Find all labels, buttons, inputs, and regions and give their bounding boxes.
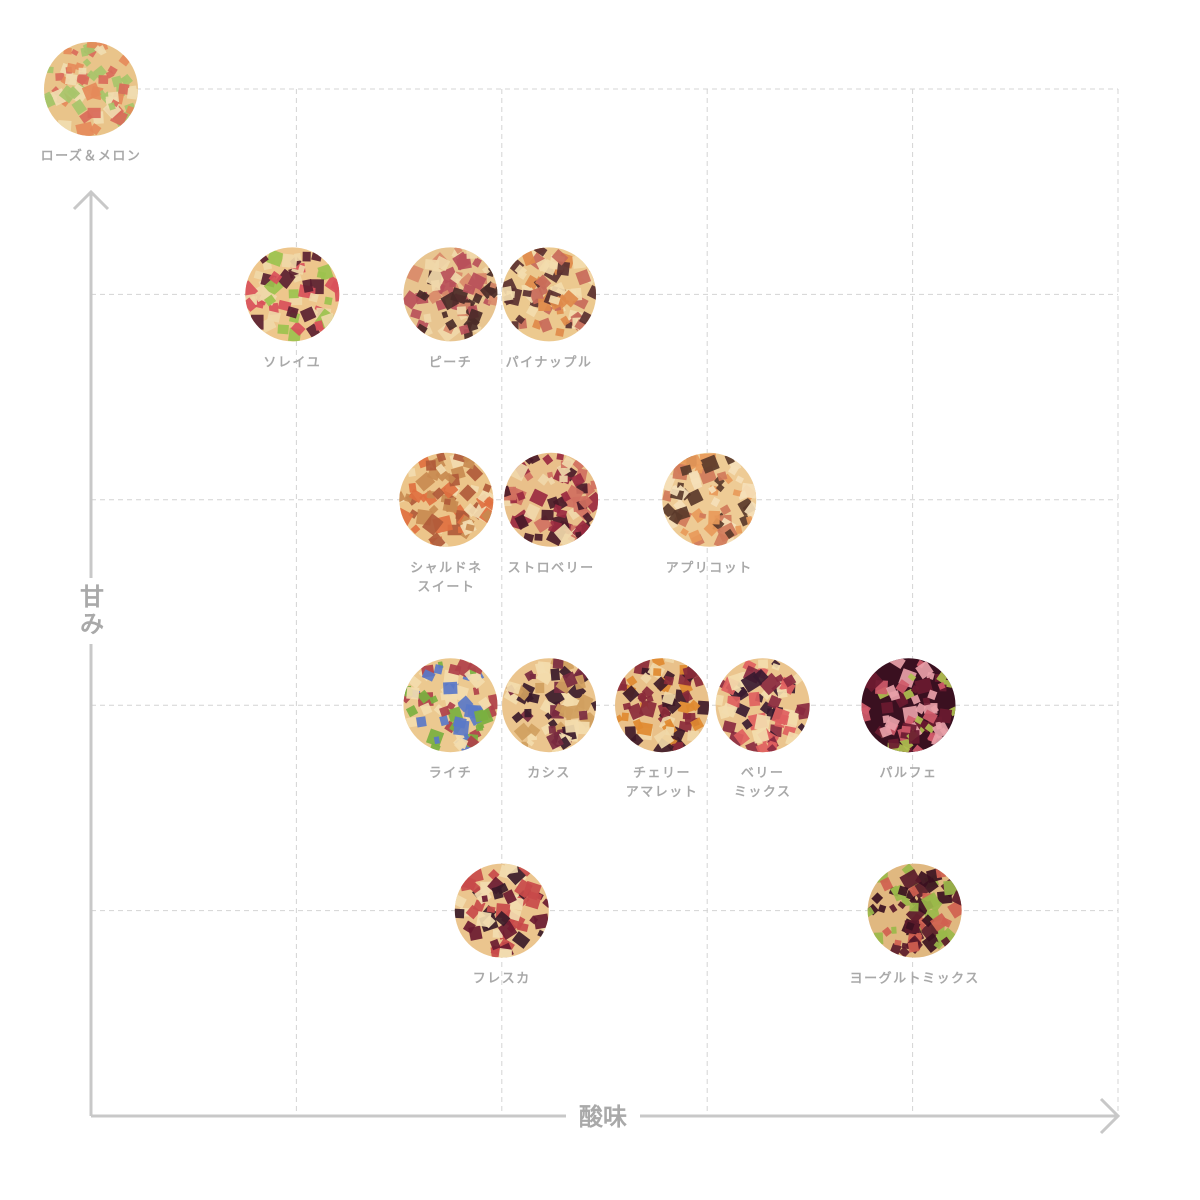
tea-blend-point[interactable]: ソレイユ — [238, 247, 345, 370]
tea-blend-label: シャルドネ — [410, 561, 483, 576]
tea-blend-label: パルフェ — [879, 766, 937, 781]
tea-blend-point[interactable]: ストロベリー — [499, 452, 604, 576]
tea-blend-label: ストロベリー — [508, 561, 595, 576]
tea-blend-label: カシス — [527, 766, 571, 781]
tea-blend-point[interactable]: パルフェ — [852, 653, 958, 781]
tea-blend-point[interactable]: ピーチ — [401, 245, 501, 370]
grid — [91, 88, 1119, 1116]
tea-blend-label: パイナップル — [506, 355, 593, 370]
tea-blend-label: ベリー — [741, 766, 785, 781]
tea-blend-point[interactable]: ヨーグルトミックス — [850, 863, 980, 987]
tea-blend-label: ソレイユ — [263, 355, 321, 370]
tea-blend-label: フレスカ — [473, 972, 531, 987]
tea-blend-label: チェリー — [633, 766, 691, 781]
tea-blend-point[interactable]: カシス — [502, 653, 601, 781]
tea-blend-point[interactable]: ライチ — [398, 658, 505, 781]
tea-blend-label: ローズ＆メロン — [41, 148, 142, 164]
tea-blend-point[interactable]: アプリコット — [658, 452, 763, 576]
tea-blend-label: ピーチ — [429, 355, 473, 370]
x-axis-arrow-icon — [1099, 1097, 1121, 1135]
x-axis-label: 酸味 — [579, 1103, 627, 1131]
tea-blend-label: スイート — [417, 580, 475, 595]
tea-blend-point[interactable]: ローズ＆メロン — [38, 38, 142, 164]
tea-blend-label: ヨーグルトミックス — [850, 971, 980, 987]
tea-blend-label: ミックス — [734, 785, 792, 800]
tea-blend-point[interactable]: フレスカ — [453, 859, 555, 987]
tea-blend-point[interactable]: パイナップル — [495, 242, 601, 371]
tea-blend-label: ライチ — [429, 766, 473, 781]
tea-blend-label: アプリコット — [666, 561, 753, 576]
tea-blend-label: アマレット — [626, 785, 699, 800]
y-axis-arrow-icon — [72, 189, 110, 211]
y-axis-label: 甘み — [80, 583, 104, 638]
